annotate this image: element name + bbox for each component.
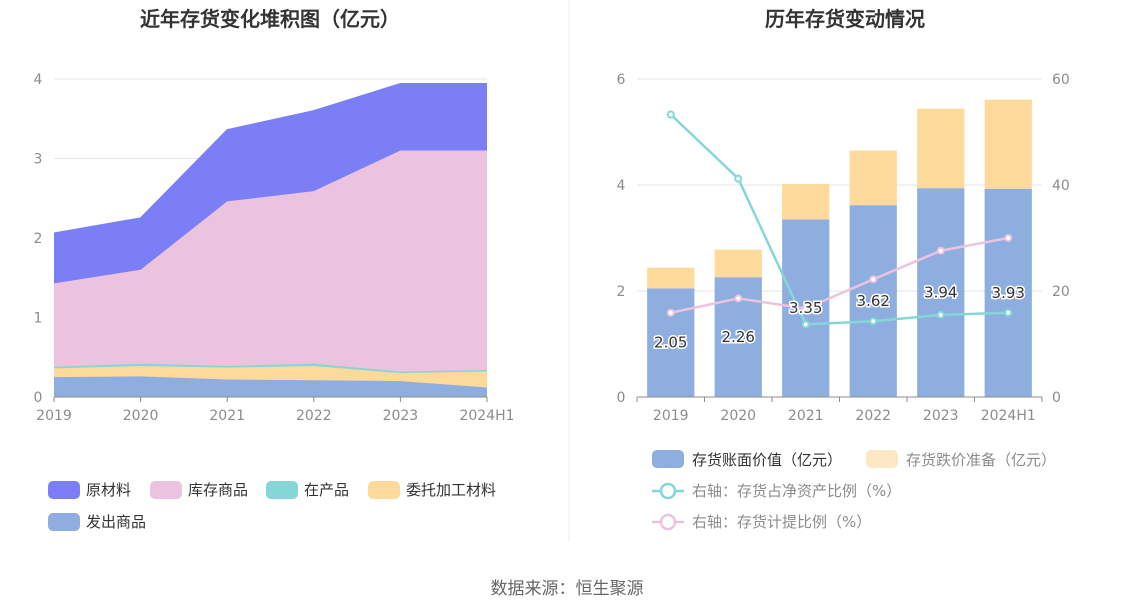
bar-value-label: 2.05 [654, 334, 687, 352]
bar-impairment [647, 267, 695, 289]
right-bar-labels: 2.05 2.26 3.35 3.62 3.94 3.93 [653, 282, 1027, 353]
bar-book-value [917, 188, 965, 397]
left-x-tick: 2021 [209, 408, 245, 424]
legend-swatch [368, 481, 400, 499]
right-x-tick: 2024H1 [981, 408, 1036, 424]
left-x-tick: 2022 [296, 408, 332, 424]
legend-swatch [866, 450, 898, 468]
bar-book-value [984, 188, 1032, 397]
right-x-tick: 2021 [788, 408, 824, 424]
right-right-y-tick: 40 [1052, 178, 1070, 194]
right-left-y-tick: 2 [617, 284, 626, 300]
area-4 [54, 150, 487, 372]
left-x-tick: 2019 [36, 408, 72, 424]
bar-value-label: 3.94 [924, 284, 957, 302]
right-x-tick: 2022 [855, 408, 891, 424]
line-point [869, 275, 878, 284]
left-chart-title: 近年存货变化堆积图（亿元） [140, 7, 400, 31]
bar-impairment [714, 249, 762, 278]
area-5 [54, 83, 487, 284]
legend-label: 发出商品 [86, 513, 146, 531]
bar-impairment [849, 150, 897, 206]
legend-swatch [48, 513, 80, 531]
right-x-tick: 2019 [653, 408, 689, 424]
legend-label: 原材料 [86, 481, 131, 499]
right-y-axis-left: 0 2 4 6 [617, 72, 626, 406]
line-point [936, 310, 945, 319]
area-edge-5 [53, 83, 487, 234]
line-series-3 [670, 236, 1009, 314]
line-point [869, 317, 878, 326]
right-bars [647, 99, 1032, 397]
left-y-tick: 1 [34, 311, 43, 327]
legend-label: 右轴：存货占净资产比例（%） [692, 482, 901, 500]
right-grid [637, 78, 1042, 292]
legend-swatch [150, 481, 182, 499]
line-series-2 [669, 113, 1009, 326]
line-point [1004, 308, 1013, 317]
left-x-tick: 2023 [383, 408, 419, 424]
legend-swatch [266, 481, 298, 499]
right-x-axis: 2019 2020 2021 2022 2023 2024H1 [636, 396, 1043, 424]
line-point [666, 110, 675, 119]
line-point [936, 246, 945, 255]
area-edge-3 [53, 362, 488, 373]
bar-value-label: 3.93 [992, 284, 1025, 302]
line-point [734, 294, 743, 303]
right-left-y-tick: 0 [617, 390, 626, 406]
stacked-area-chart: 近年存货变化堆积图（亿元） 0 1 2 3 4 2019 2020 2021 2022 2023… [34, 7, 515, 531]
legend-marker [659, 482, 677, 500]
area-3 [54, 363, 487, 374]
bar-value-label: 2.26 [722, 328, 755, 346]
right-y-axis-right: 0 20 40 60 [1052, 72, 1070, 406]
bar-value-label: 3.35 [789, 299, 822, 317]
right-x-tick: 2023 [923, 408, 959, 424]
legend-marker [659, 513, 677, 531]
line-point [801, 304, 810, 313]
line-point [734, 174, 743, 183]
line-point [666, 308, 675, 317]
legend-label: 右轴：存货计提比例（%） [692, 513, 871, 531]
left-y-tick: 2 [34, 231, 43, 247]
legend-label: 库存商品 [188, 481, 248, 499]
legend-label: 存货账面价值（亿元） [692, 451, 842, 469]
legend-label: 存货跌价准备（亿元） [906, 451, 1056, 469]
right-left-y-tick: 6 [617, 72, 626, 88]
left-y-tick: 3 [34, 152, 43, 168]
right-right-y-tick: 60 [1052, 72, 1070, 88]
data-source-note: 数据来源：恒生聚源 [490, 579, 644, 599]
left-areas [53, 83, 488, 397]
bar-impairment [917, 108, 965, 189]
bar-line-combo-chart: 历年存货变动情况 2.05 2.26 3.35 3.62 3.94 3.93 0 2 4 6 0… [617, 7, 1070, 531]
bar-impairment [782, 183, 830, 220]
right-x-tick: 2020 [720, 408, 756, 424]
left-x-axis: 2019 2020 2021 2022 2023 2024H1 [36, 396, 515, 424]
right-right-y-tick: 20 [1052, 284, 1070, 300]
right-lines [666, 110, 1013, 329]
area-2 [54, 365, 487, 388]
legend-label: 在产品 [304, 481, 349, 499]
right-legend: 存货账面价值（亿元） 存货跌价准备（亿元） 右轴：存货占净资产比例（%） 右轴：存货计… [652, 450, 1056, 531]
bar-value-label: 3.62 [857, 292, 890, 310]
left-x-tick: 2024H1 [459, 408, 514, 424]
legend-swatch [652, 450, 684, 468]
bar-book-value [849, 205, 897, 397]
right-left-y-tick: 4 [617, 178, 626, 194]
left-y-tick: 0 [34, 390, 43, 406]
line-point [801, 320, 810, 329]
left-y-tick: 4 [34, 72, 43, 88]
legend-label: 委托加工材料 [406, 481, 496, 499]
left-y-axis: 0 1 2 3 4 [34, 72, 43, 406]
left-x-tick: 2020 [123, 408, 159, 424]
right-chart-title: 历年存货变动情况 [765, 7, 925, 31]
right-right-y-tick: 0 [1052, 390, 1061, 406]
line-point [1004, 234, 1013, 242]
bar-impairment [984, 99, 1032, 189]
bar-book-value [647, 288, 695, 397]
legend-swatch [48, 481, 80, 499]
